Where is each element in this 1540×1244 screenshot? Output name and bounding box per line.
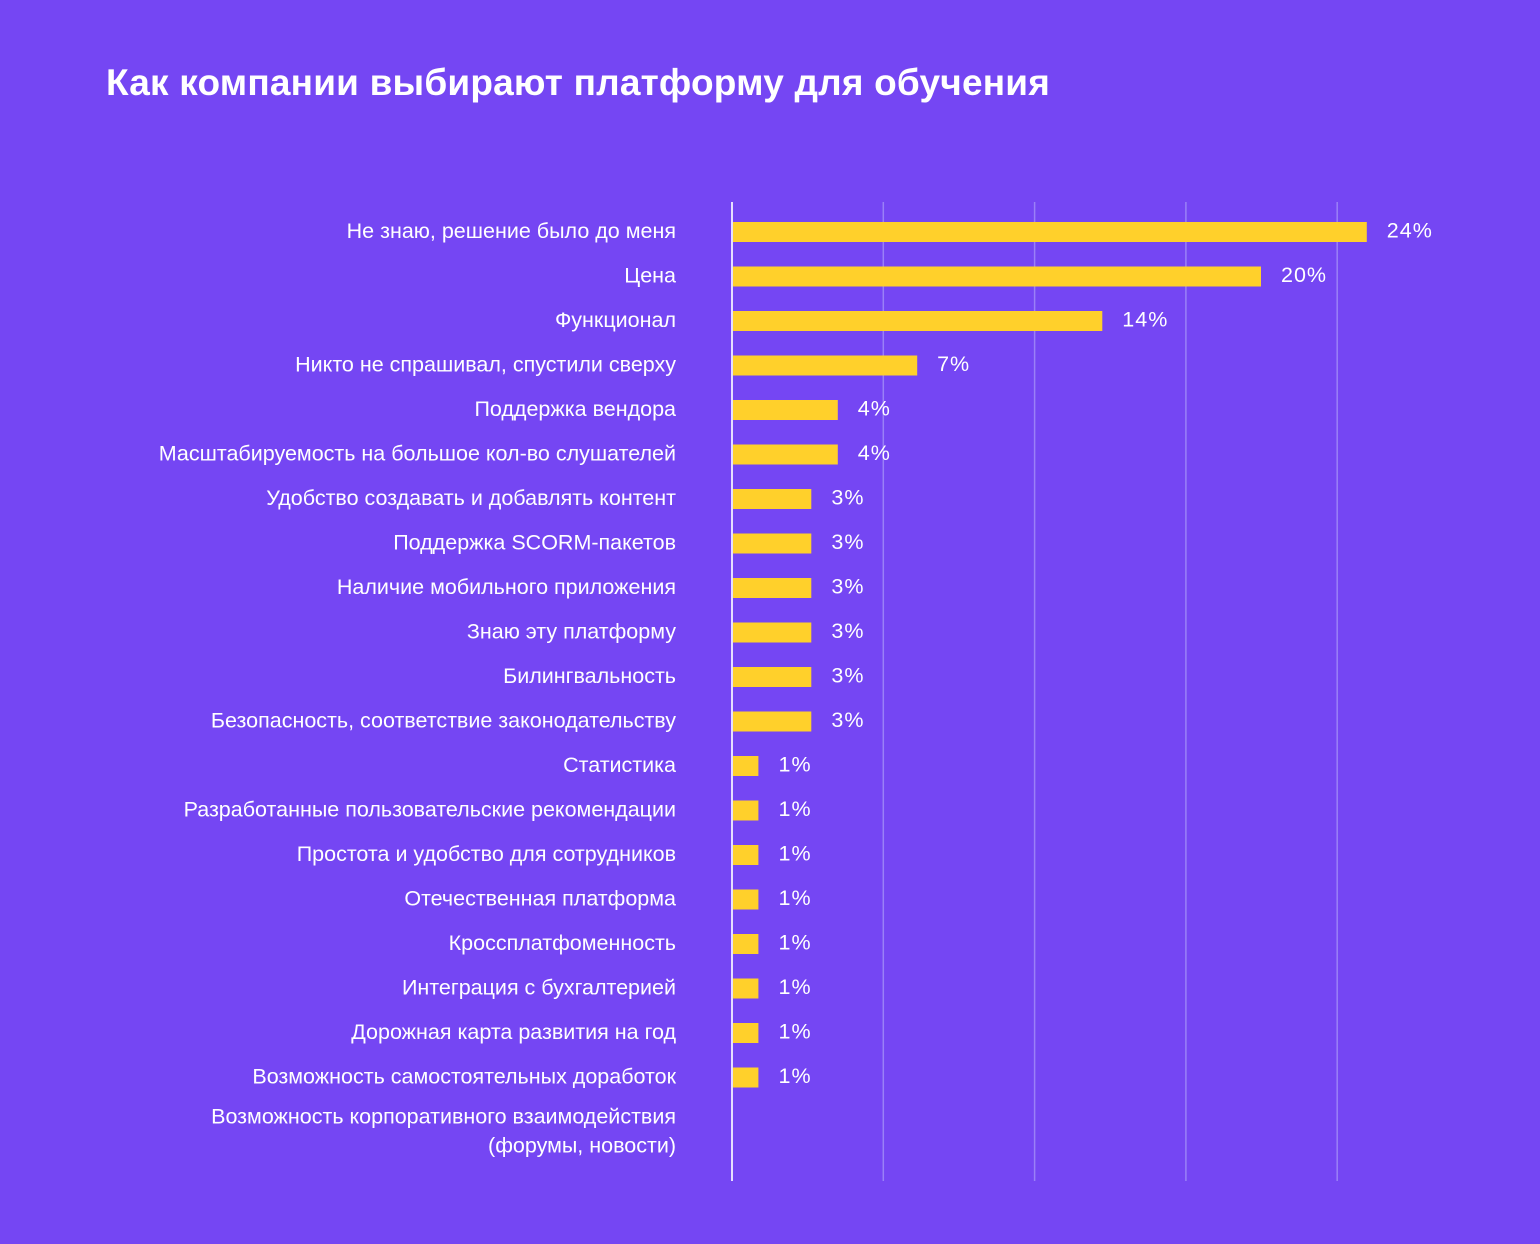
category-label: Поддержка SCORM-пакетов — [393, 530, 676, 554]
value-label: 1% — [779, 1020, 812, 1044]
value-label: 4% — [858, 397, 891, 421]
bar — [732, 845, 759, 865]
value-labels: 24% 20% 14% 7% 4% 4% 3% 3% 3% 3% 3% 3% 1% 1% 1% 1% 1% 1% 1… — [779, 219, 1433, 1089]
value-label: 24% — [1387, 219, 1433, 243]
category-label: Знаю эту платформу — [467, 619, 676, 643]
bar — [732, 355, 918, 376]
value-label: 3% — [831, 575, 864, 599]
value-label: 3% — [831, 708, 864, 732]
value-label: 1% — [779, 886, 812, 910]
bars — [732, 222, 1367, 1088]
category-label: Не знаю, решение было до меня — [347, 219, 676, 243]
category-label: Цена — [624, 263, 676, 287]
grid-lines — [882, 202, 1338, 1181]
bar — [732, 711, 812, 732]
value-label: 3% — [831, 530, 864, 554]
bar — [732, 578, 812, 598]
category-label: Кроссплатфоменность — [449, 931, 676, 955]
value-label: 7% — [937, 352, 970, 376]
bar — [732, 978, 759, 999]
value-label: 1% — [779, 842, 812, 866]
value-label: 20% — [1281, 263, 1327, 287]
value-label: 1% — [779, 1064, 812, 1088]
category-label: Статистика — [563, 753, 676, 777]
category-label: Интеграция с бухгалтерией — [402, 975, 676, 999]
category-label: Наличие мобильного приложения — [337, 575, 676, 599]
bar — [732, 400, 838, 420]
category-label: Масштабируемость на большое кол-во слуша… — [159, 441, 676, 465]
category-label: Отечественная платформа — [404, 886, 676, 910]
value-label: 1% — [779, 797, 812, 821]
category-label: Возможность самостоятельных доработок — [252, 1064, 676, 1088]
bar — [732, 1067, 759, 1088]
category-label: Функционал — [555, 308, 676, 332]
category-label: Билингвальность — [503, 664, 676, 688]
category-label: Никто не спрашивал, спустили сверху — [295, 352, 676, 376]
value-label: 3% — [831, 664, 864, 688]
value-label: 1% — [779, 975, 812, 999]
category-label: Дорожная карта развития на год — [351, 1020, 676, 1044]
chart-title: Как компании выбирают платформу для обуч… — [106, 62, 1051, 103]
value-label: 1% — [779, 931, 812, 955]
bar — [732, 622, 812, 643]
category-label: Удобство создавать и добавлять контент — [266, 486, 676, 510]
category-label: Возможность корпоративного взаимодействи… — [211, 1104, 676, 1157]
value-label: 1% — [779, 753, 812, 777]
bar — [732, 934, 759, 954]
bar — [732, 889, 759, 910]
bar — [732, 311, 1103, 331]
category-label: Безопасность, соответствие законодательс… — [211, 708, 676, 732]
bar — [732, 266, 1261, 287]
category-labels: Не знаю, решение было до меня Цена Функцио… — [159, 219, 677, 1158]
bar — [732, 756, 759, 776]
value-label: 3% — [831, 619, 864, 643]
bar — [732, 489, 812, 509]
category-label: Простота и удобство для сотрудников — [297, 842, 676, 866]
bar — [732, 222, 1367, 242]
bar — [732, 533, 812, 554]
category-label: Поддержка вендора — [474, 397, 676, 421]
bar — [732, 1023, 759, 1043]
value-label: 14% — [1122, 308, 1168, 332]
value-label: 4% — [858, 441, 891, 465]
bar — [732, 667, 812, 687]
category-label: Разработанные пользовательские рекоменда… — [184, 797, 676, 821]
value-label: 3% — [831, 486, 864, 510]
bar — [732, 800, 759, 821]
bar — [732, 444, 838, 465]
